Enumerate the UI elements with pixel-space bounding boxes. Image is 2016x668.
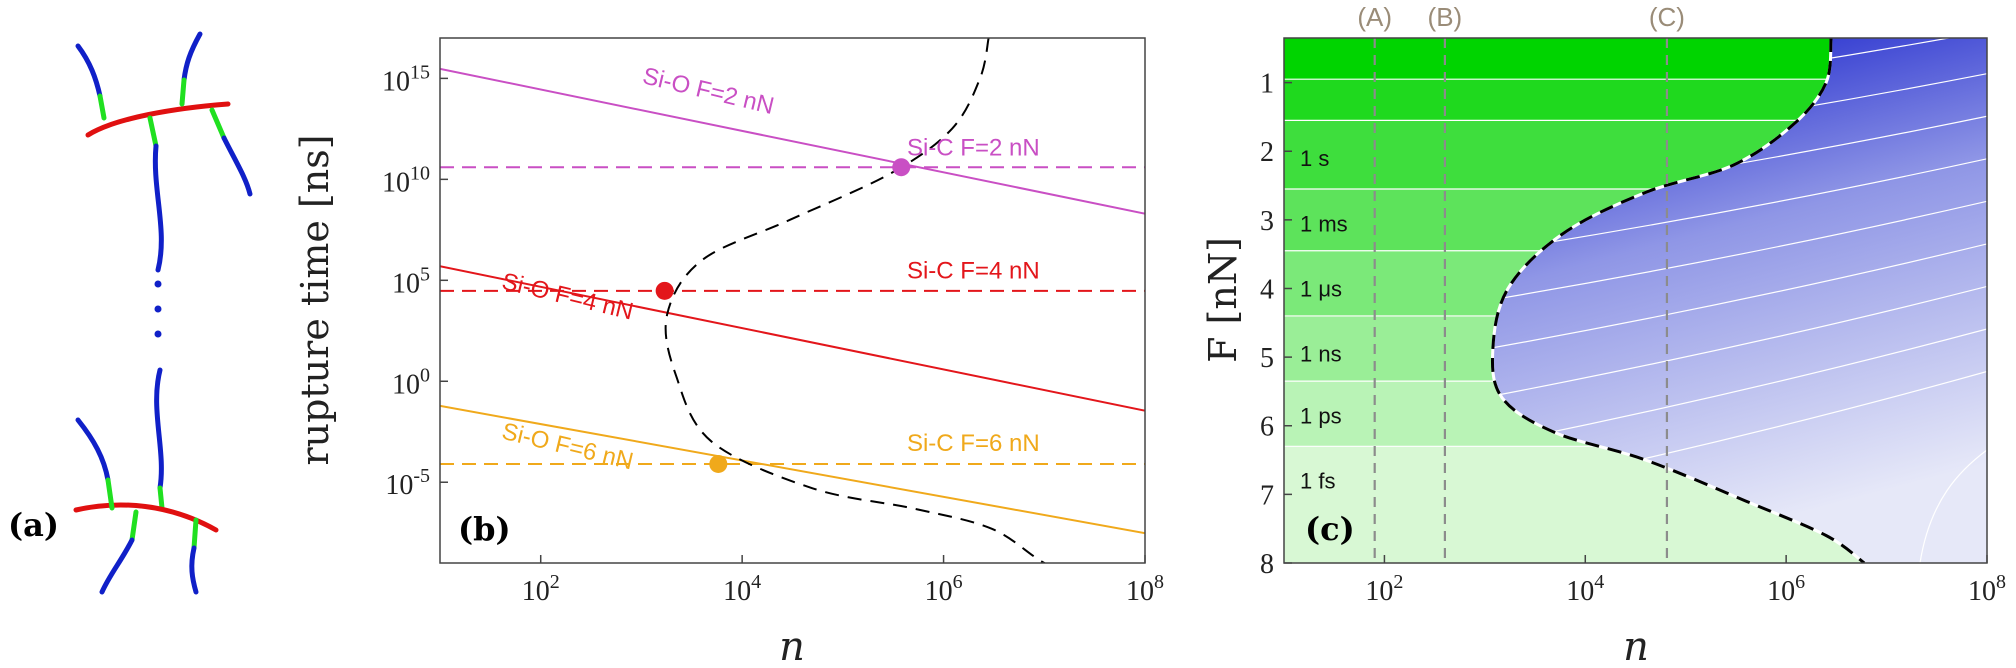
contour-line-blue — [1492, 158, 1987, 270]
y-tick-label: 1015 — [382, 61, 430, 97]
panel-b-chart: Si-O F=2 nN Si-C F=2 nN Si-O F=4 nN Si-C F=… — [293, 37, 1164, 668]
backbone-chain-top — [85, 101, 231, 138]
panel-a-schematic — [73, 31, 253, 595]
intersection-point-1 — [892, 158, 911, 177]
series-line-si-o-f-2-nn — [440, 67, 1145, 215]
x-tick-label: 104 — [1566, 571, 1604, 607]
x-tick-label: 102 — [522, 571, 560, 607]
crosslink-top-2 — [179, 77, 187, 107]
y-tick-label: 3 — [1260, 206, 1274, 237]
contour-label: 1 ns — [1300, 342, 1342, 367]
x-tick-label: 108 — [1126, 571, 1164, 607]
intersection-point-3 — [709, 454, 728, 473]
contour-line-blue — [1919, 449, 1987, 563]
chain-down-top — [152, 143, 164, 273]
contour-label: 1 fs — [1300, 469, 1335, 494]
chain-up-bottom — [154, 367, 164, 491]
y-tick-label: 105 — [392, 263, 430, 299]
contour-line-blue — [1492, 200, 1987, 319]
panel-c-ylabel: F [nN] — [1201, 237, 1245, 363]
boundary-curve — [664, 38, 1047, 563]
panel-b-ylabel: rupture time [ns] — [293, 134, 337, 465]
contour-line-blue — [1492, 285, 1987, 418]
series-label: Si-O F=2 nN — [640, 62, 777, 120]
y-tick-label: 8 — [1260, 549, 1274, 580]
y-tick-label: 100 — [392, 364, 430, 400]
ellipsis-dot — [154, 280, 162, 288]
panel-a-label: (a) — [8, 506, 59, 544]
panel-b-xlabel: n — [779, 624, 805, 668]
blue-region — [1492, 38, 1987, 563]
y-tick-label: 1010 — [382, 162, 430, 198]
x-tick-label: 104 — [723, 571, 761, 607]
contour-line-blue — [1492, 328, 1987, 467]
intersection-point-2 — [655, 281, 674, 300]
panel-b-frame — [439, 37, 1146, 564]
side-chain-top-3 — [221, 135, 253, 197]
y-tick-label: 10-5 — [385, 465, 430, 501]
side-chain-bottom-2 — [99, 537, 135, 595]
panel-c-xlabel: n — [1623, 624, 1649, 668]
y-tick-label: 4 — [1260, 274, 1274, 305]
panel-b-label: (b) — [458, 510, 511, 548]
x-tick-label: 106 — [925, 571, 963, 607]
panel-c-frame — [1283, 37, 1988, 564]
backbone-chain-bottom — [73, 502, 219, 533]
contour-line-blue — [1492, 370, 1987, 517]
side-chain-bottom-3 — [189, 545, 199, 595]
side-chain-top-1 — [75, 43, 103, 99]
contour-label: 1 s — [1300, 146, 1329, 171]
crosslink-top-4 — [209, 107, 227, 141]
contour-line-blue — [1492, 243, 1987, 368]
crosslink-bottom-3 — [129, 509, 139, 543]
x-tick-label: 108 — [1968, 571, 2006, 607]
crosslink-bottom-2 — [105, 477, 115, 511]
panel-c-label: (c) — [1305, 510, 1355, 548]
series-label: Si-O F=4 nN — [499, 268, 636, 326]
y-tick-label: 7 — [1260, 480, 1274, 511]
contour-label: 1 μs — [1300, 276, 1342, 301]
x-tick-label: 106 — [1767, 571, 1805, 607]
y-tick-label: 2 — [1260, 137, 1274, 168]
vertical-marker-label: (A) — [1357, 2, 1392, 32]
crosslink-bottom-4 — [191, 517, 199, 551]
crosslink-bottom-1 — [157, 485, 165, 511]
series-line-si-o-f-6-nn — [440, 404, 1145, 535]
vertical-marker-label: (C) — [1649, 2, 1685, 32]
contour-label: 1 ms — [1300, 211, 1348, 236]
side-chain-bottom-1 — [75, 417, 111, 483]
x-tick-label: 102 — [1365, 571, 1403, 607]
panel-c-chart: 1 s 1 ms 1 μs 1 ns 1 ps 1 fs (A) (B) (C) 102 104… — [1201, 2, 2006, 668]
vertical-marker-label: (B) — [1428, 2, 1463, 32]
series-label: Si-C F=2 nN — [907, 135, 1040, 162]
crosslink-top-3 — [147, 115, 159, 149]
contour-label: 1 ps — [1300, 403, 1342, 428]
side-chain-top-2 — [181, 31, 203, 83]
ellipsis-dot — [154, 305, 162, 313]
series-label: Si-C F=6 nN — [907, 430, 1040, 457]
y-tick-label: 6 — [1260, 412, 1274, 443]
crosslink-top-1 — [97, 93, 107, 121]
series-label: Si-O F=6 nN — [499, 418, 636, 476]
series-label: Si-C F=4 nN — [907, 258, 1040, 285]
y-tick-label: 5 — [1260, 343, 1274, 374]
y-tick-label: 1 — [1260, 69, 1274, 100]
boundary-curve — [1490, 38, 1866, 563]
ellipsis-dot — [154, 330, 162, 338]
